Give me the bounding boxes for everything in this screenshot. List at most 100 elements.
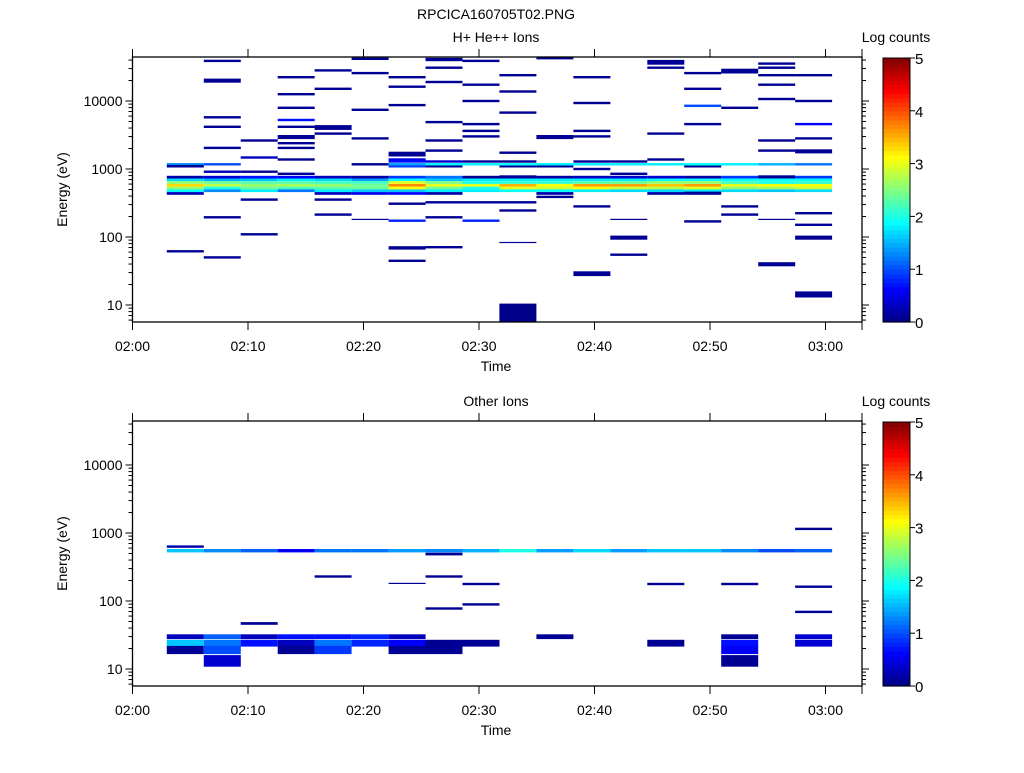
spectrogram-cell bbox=[240, 178, 278, 182]
spectrogram-cell bbox=[647, 66, 685, 69]
spectrogram-cell bbox=[277, 634, 315, 640]
spectrogram-cell bbox=[721, 213, 759, 216]
colorbar-tick-label: 2 bbox=[915, 209, 923, 226]
spectrogram-cell bbox=[425, 607, 463, 610]
colorbar-tick-label: 5 bbox=[915, 415, 923, 432]
spectrogram-cell bbox=[795, 175, 833, 179]
spectrogram-cell bbox=[610, 181, 648, 184]
spectrogram-cell bbox=[647, 59, 685, 65]
colorbar-segment bbox=[883, 554, 910, 559]
colorbar-segment bbox=[883, 58, 910, 63]
spectrogram-cell bbox=[351, 634, 389, 640]
x-tick-label: 02:00 bbox=[115, 702, 150, 718]
y-axis-label: Energy (eV) bbox=[54, 516, 70, 591]
spectrogram-cell bbox=[314, 639, 352, 647]
colorbar-segment bbox=[883, 269, 910, 275]
spectrogram-cell bbox=[499, 241, 537, 244]
spectrogram-cell bbox=[166, 189, 204, 193]
colorbar-segment bbox=[883, 474, 910, 480]
colorbar-segment bbox=[883, 172, 910, 178]
spectrogram-cell bbox=[388, 202, 426, 205]
spectrogram-cell bbox=[203, 181, 241, 184]
spectrogram-cell bbox=[647, 175, 685, 179]
spectrogram-cell bbox=[536, 175, 574, 179]
spectrogram-cell bbox=[388, 160, 426, 163]
colorbar-segment bbox=[883, 225, 910, 231]
spectrogram-cell bbox=[758, 262, 796, 267]
spectrogram-cell bbox=[203, 163, 241, 166]
spectrogram-cell bbox=[573, 186, 611, 190]
spectrogram-cell bbox=[499, 184, 537, 187]
spectrogram-cell bbox=[277, 549, 315, 553]
spectrogram-cell bbox=[499, 201, 537, 204]
colorbar-segment bbox=[883, 198, 910, 204]
spectrogram-cell bbox=[499, 151, 537, 154]
spectrogram-cell bbox=[684, 178, 722, 182]
colorbar-segment bbox=[883, 470, 910, 476]
spectrogram-cell bbox=[314, 186, 352, 190]
spectrogram-cell bbox=[314, 132, 352, 135]
spectrogram-cell bbox=[795, 610, 833, 614]
spectrogram-cell bbox=[758, 74, 796, 77]
colorbar-label: Log counts bbox=[862, 29, 931, 45]
spectrogram-cell bbox=[166, 165, 204, 168]
spectrogram-cell bbox=[462, 178, 500, 182]
spectrogram-cell bbox=[758, 149, 796, 152]
spectrogram-cell bbox=[758, 66, 796, 69]
spectrogram-cell bbox=[573, 271, 611, 277]
colorbar-segment bbox=[883, 448, 910, 454]
spectrogram-cell bbox=[425, 216, 463, 219]
spectrogram-cell bbox=[314, 189, 352, 193]
colorbar-segment bbox=[883, 664, 910, 669]
spectrogram-cell bbox=[277, 146, 315, 150]
spectrogram-cell bbox=[462, 122, 500, 126]
colorbar-segment bbox=[883, 234, 910, 239]
spectrogram-cell bbox=[203, 170, 241, 173]
spectrogram-cell bbox=[462, 59, 500, 63]
spectrogram-cell bbox=[425, 184, 463, 187]
colorbar-segment bbox=[883, 194, 910, 200]
colorbar-segment bbox=[883, 611, 910, 617]
colorbar-tick-label: 0 bbox=[915, 679, 923, 696]
x-tick-label: 02:40 bbox=[577, 702, 612, 718]
spectrogram-cell bbox=[388, 151, 426, 157]
spectrogram-cell bbox=[314, 645, 352, 655]
colorbar-label: Log counts bbox=[862, 393, 931, 409]
colorbar-segment bbox=[883, 435, 910, 441]
colorbar-frame bbox=[882, 421, 911, 687]
spectrogram-cell bbox=[536, 163, 574, 166]
spectrogram-cell bbox=[499, 209, 537, 212]
colorbar-segment bbox=[883, 97, 910, 103]
colorbar-segment bbox=[883, 119, 910, 125]
spectrogram-cell bbox=[277, 158, 315, 161]
spectrogram-cell bbox=[536, 178, 574, 182]
spectrogram-cell bbox=[684, 104, 722, 107]
colorbar-segment bbox=[883, 523, 910, 529]
spectrogram-cell bbox=[351, 181, 389, 184]
spectrogram-cell bbox=[351, 192, 389, 195]
x-tick-label: 02:20 bbox=[346, 338, 381, 354]
colorbar-segment bbox=[883, 185, 910, 191]
spectrogram-cell bbox=[388, 645, 426, 655]
colorbar-segment bbox=[883, 628, 910, 634]
spectrogram-cell bbox=[610, 549, 648, 553]
spectrogram-cell bbox=[758, 83, 796, 86]
spectrogram-cell bbox=[240, 622, 278, 625]
colorbar-segment bbox=[883, 650, 910, 656]
spectrogram-cell bbox=[351, 549, 389, 553]
spectrogram-cell bbox=[203, 216, 241, 219]
spectrogram-cell bbox=[425, 149, 463, 152]
colorbar-segment bbox=[883, 540, 910, 546]
spectrogram-cell bbox=[684, 220, 722, 223]
spectrogram-cell bbox=[499, 178, 537, 182]
spectrogram-cell bbox=[166, 186, 204, 190]
spectrogram-cell bbox=[314, 192, 352, 195]
spectrogram-cell bbox=[351, 175, 389, 179]
colorbar-segment bbox=[883, 308, 910, 314]
spectrogram-cell bbox=[795, 99, 833, 103]
spectrogram-cell bbox=[425, 163, 463, 166]
spectrogram-cell bbox=[388, 634, 426, 640]
spectrogram-cell bbox=[758, 549, 796, 553]
colorbar-segment bbox=[883, 536, 910, 542]
spectrogram-cell bbox=[425, 189, 463, 193]
